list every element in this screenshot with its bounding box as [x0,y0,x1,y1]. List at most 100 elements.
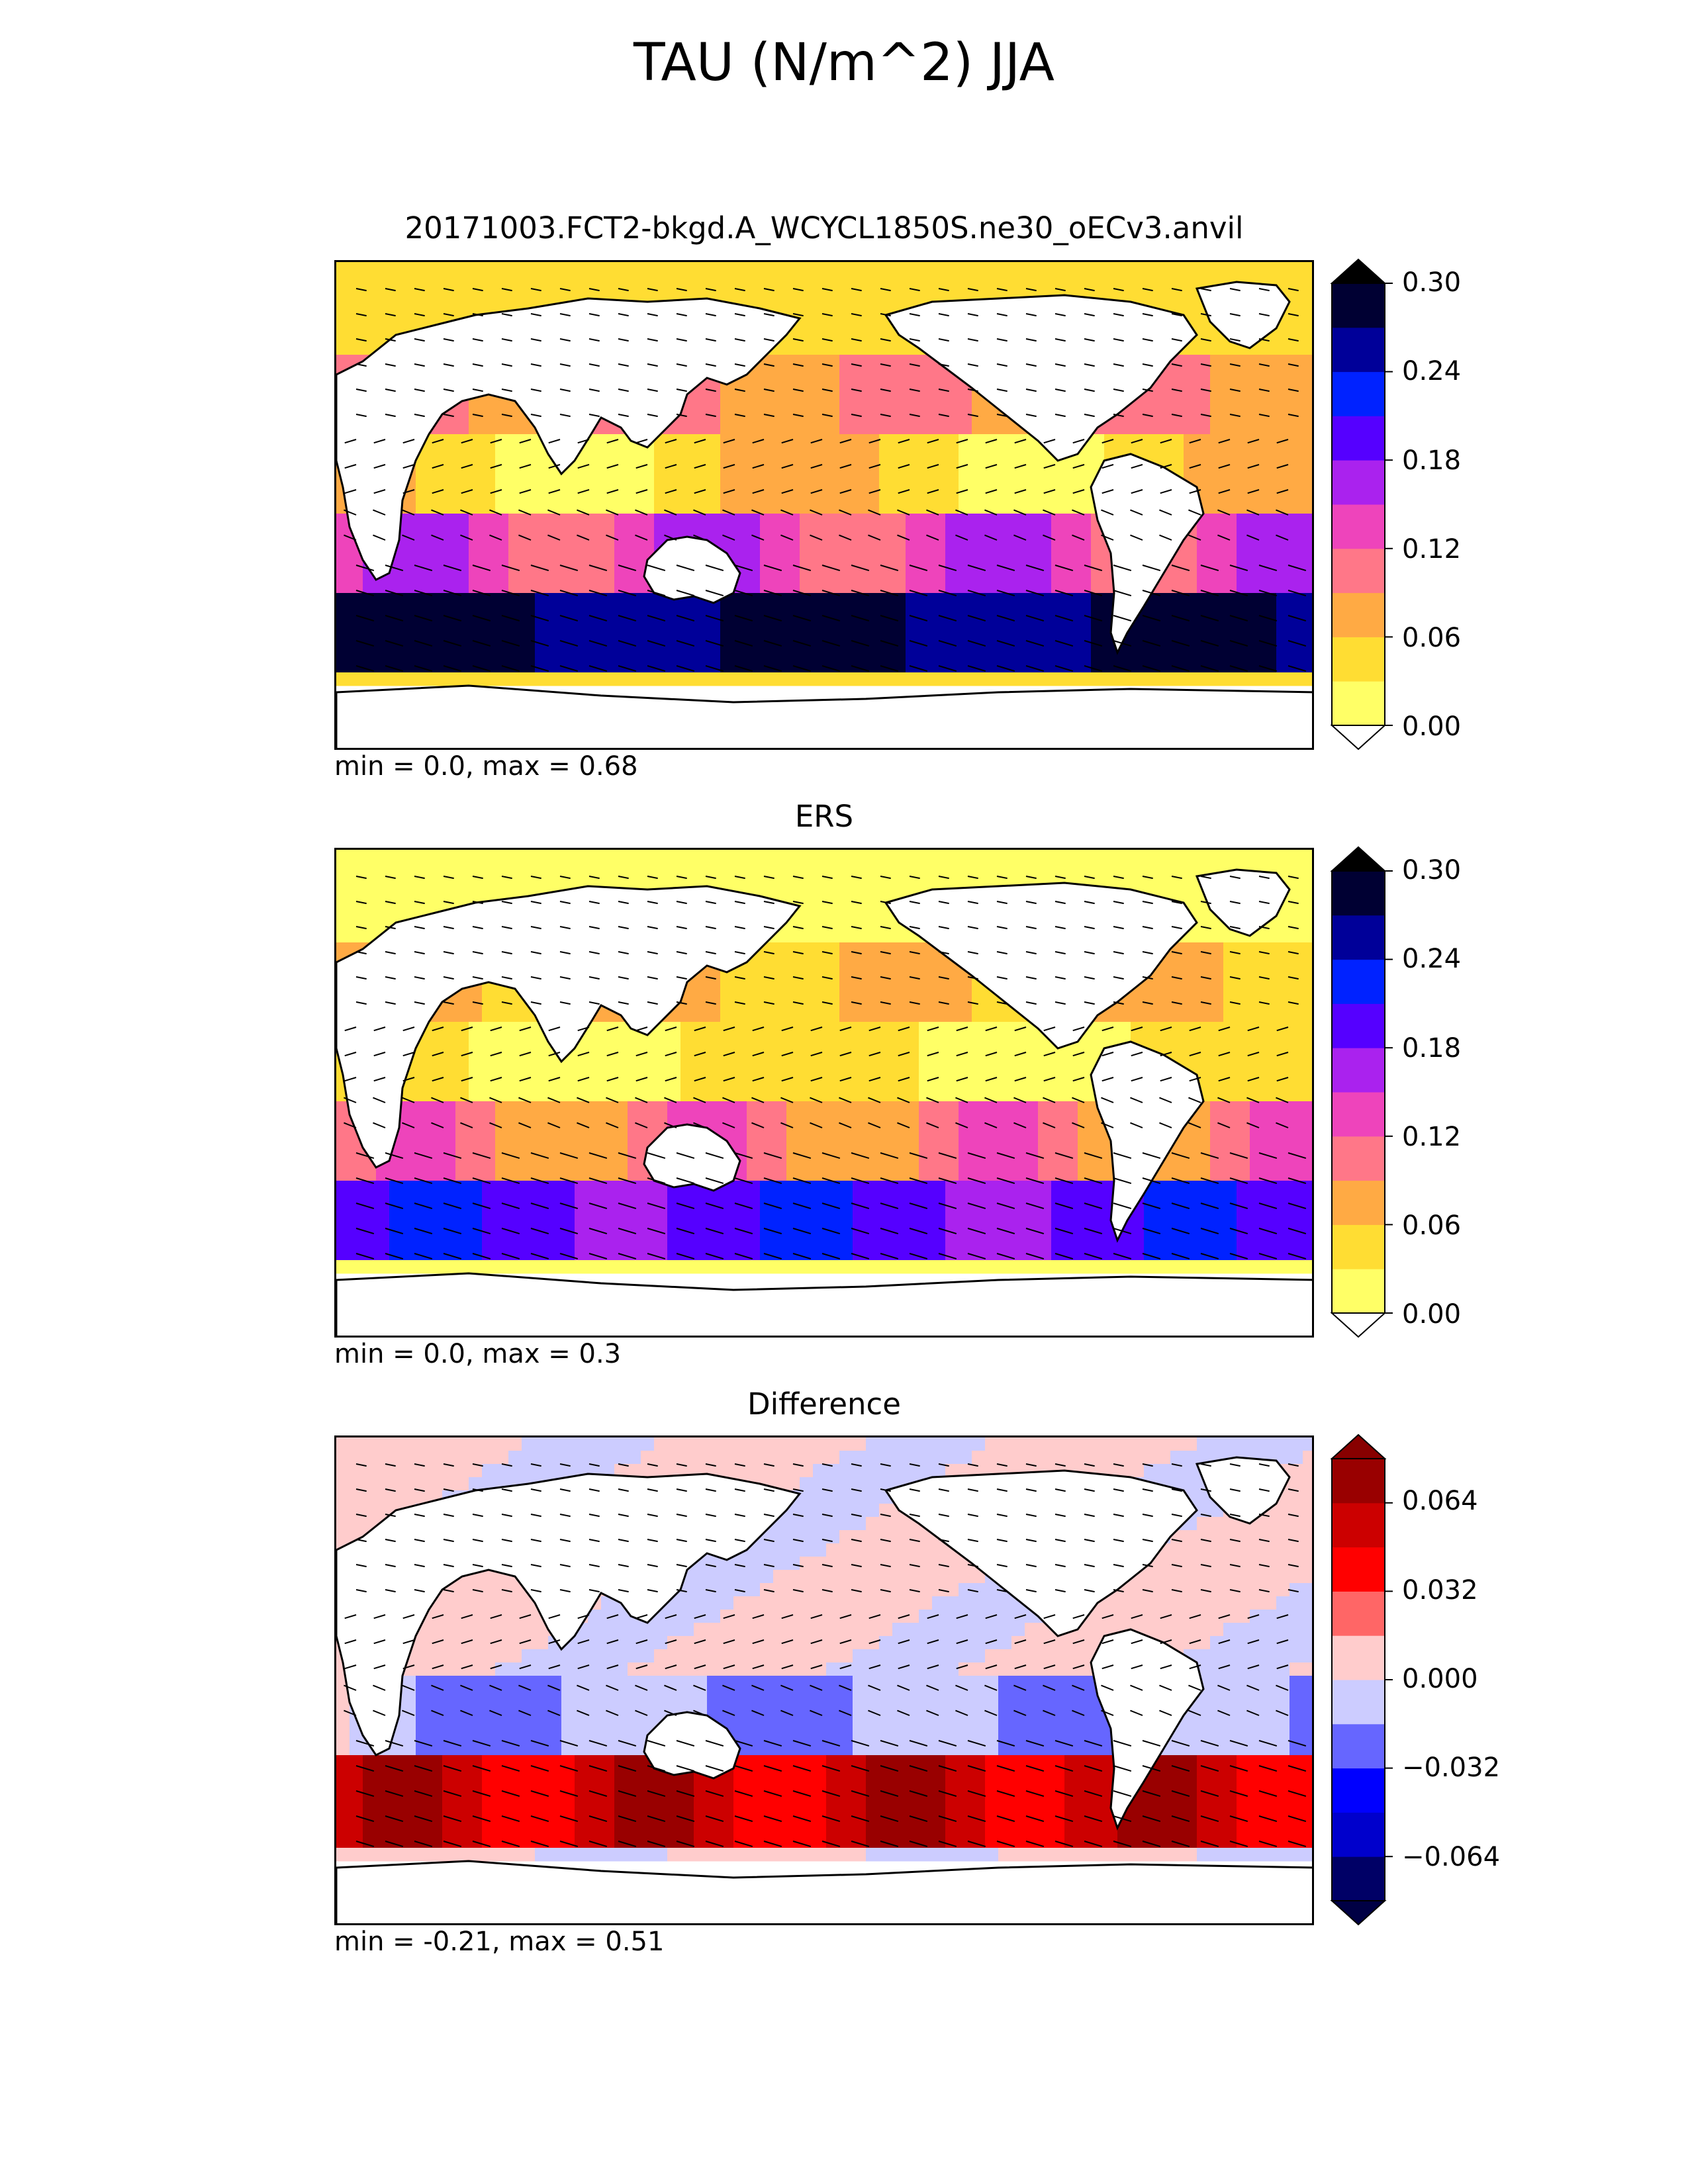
vector-arrow [956,1077,968,1082]
vector-arrow [647,363,658,367]
vector-arrow [967,876,978,880]
vector-arrow [1043,1122,1056,1128]
vector-arrow [1084,1841,1103,1848]
vector-arrow [792,1841,812,1848]
vector-arrow [577,1639,590,1645]
vector-arrow [927,1664,939,1670]
vector-arrow [967,363,978,367]
vector-arrow [1288,1152,1307,1160]
vector-arrow [1142,1253,1161,1260]
vector-arrow [985,1664,998,1670]
vector-arrow [1171,1589,1182,1593]
vector-arrow [647,1514,658,1518]
vector-arrow [618,565,637,572]
vector-arrow [1246,1122,1260,1128]
vector-arrow [414,665,433,672]
vector-arrow [414,1790,433,1797]
vector-arrow [618,363,629,367]
vector-arrow [443,313,454,317]
vector-arrow [1229,976,1241,980]
vector-arrow [676,1203,695,1210]
vector-arrow [443,665,462,672]
vector-arrow [1288,1488,1299,1492]
vector-arrow [1171,313,1182,317]
vector-arrow [897,509,910,516]
vector-arrow [1084,1564,1095,1568]
vector-arrow [909,665,928,672]
vector-arrow [956,1052,968,1057]
vector-arrow [792,1177,812,1185]
vector-arrow [1084,1253,1103,1260]
vector-arrow [501,1177,520,1185]
vector-arrow [792,1228,812,1235]
vector-arrow [344,1684,357,1691]
vector-arrow [927,1639,939,1645]
vector-arrow [792,1001,804,1005]
colorbar-extend-max [1330,258,1387,284]
vector-arrow [996,1203,1015,1210]
vector-arrow [996,288,1008,292]
vector-arrow [956,1639,968,1645]
vector-arrow [1171,414,1182,418]
vector-arrow [996,1488,1008,1492]
vector-arrow [955,534,968,541]
vector-arrow [792,1765,812,1772]
vector-arrow [898,439,910,444]
vector-arrow [1025,1589,1037,1593]
vector-arrow [676,338,687,342]
vector-arrow [588,640,608,647]
colorbar-segment [1332,592,1385,637]
vector-arrow [1218,489,1231,494]
vector-arrow [1055,590,1074,597]
vector-arrow [996,313,1008,317]
vector-arrow [868,1122,881,1128]
vector-arrow [577,439,590,444]
vector-arrow [676,901,687,905]
vector-arrow [851,976,862,980]
vector-arrow [1229,1514,1241,1518]
vector-arrow [792,1790,812,1797]
vector-arrow [723,464,735,469]
vector-arrow [618,876,629,880]
vector-arrow [1025,640,1045,647]
vector-arrow [1247,489,1260,494]
vector-arrow [1258,1765,1278,1772]
vector-arrow [926,534,939,541]
vector-arrow [810,464,823,469]
vector-arrow [909,1488,920,1492]
vector-arrow [1142,565,1161,572]
vector-arrow [385,1539,396,1543]
vector-arrow [518,1097,532,1103]
vector-arrow [1229,565,1248,572]
vector-arrow [1258,1539,1270,1543]
vector-arrow [763,1765,782,1772]
vector-arrow [1113,640,1132,647]
vector-arrow [1160,1664,1172,1670]
vector-arrow [1288,1815,1307,1823]
vector-arrow [897,1097,910,1103]
vector-arrow [1131,464,1143,469]
vector-arrow [705,1203,724,1210]
vector-arrow [1218,1052,1231,1057]
vector-arrow [530,1488,541,1492]
vector-arrow [501,1228,520,1235]
vector-arrow [606,1097,619,1103]
vector-arrow [1055,1765,1074,1772]
vector-arrow [355,1841,375,1848]
vector-arrow [1200,1841,1219,1848]
vector-arrow [851,1463,862,1467]
vector-arrow [851,1228,870,1235]
vector-arrow [996,1539,1008,1543]
vector-arrow [1113,313,1124,317]
vector-arrow [385,1815,404,1823]
vector-arrow [705,388,716,392]
vector-arrow [880,1253,899,1260]
vector-arrow [402,1709,415,1716]
vector-arrow [1043,534,1056,541]
vector-arrow [1188,1122,1201,1128]
vector-arrow [734,1765,753,1772]
colorbar-segment [1332,1269,1385,1314]
vector-arrow [443,1790,462,1797]
vector-arrow [530,313,541,317]
vector-arrow [792,640,812,647]
